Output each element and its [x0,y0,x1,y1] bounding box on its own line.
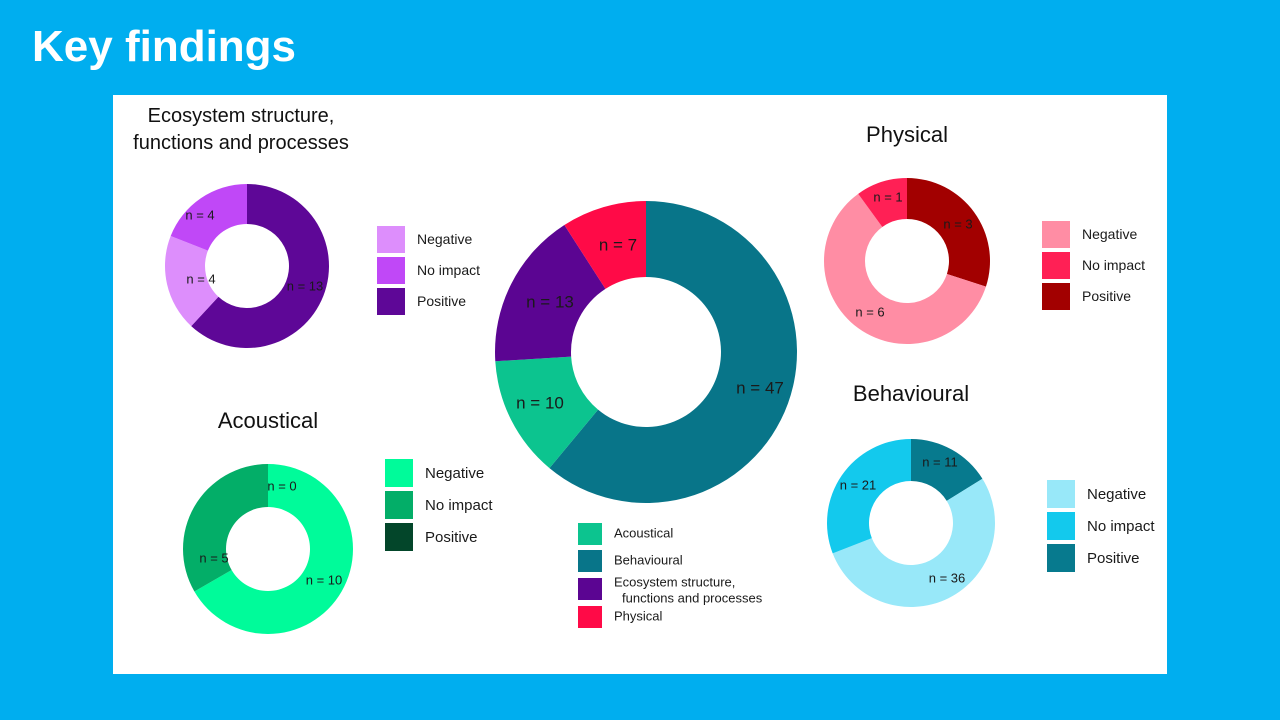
slice-label-behavioural-1: n = 21 [840,477,877,492]
legend-label-overall-1: Behavioural [614,552,683,567]
slice-behavioural-negative [832,478,996,608]
legend-swatch-behavioural-2 [1047,544,1075,572]
slice-label-overall-2: n = 13 [526,292,574,311]
legend-label-overall-3: functions and processes [622,590,763,605]
chart-title-behavioural: Behavioural [853,381,969,406]
slice-physical-no-impact [858,178,907,228]
legend-swatch-overall-0 [578,523,602,545]
legend-label-ecosystem-1: No impact [417,262,480,278]
legend-swatch-ecosystem-0 [377,226,405,253]
legend-swatch-acoustical-0 [385,459,413,487]
slice-overall-behavioural [549,201,797,503]
slice-label-acoustical-1: n = 5 [199,550,228,565]
donut-chart-ecosystem: Ecosystem structure, functions and proces… [133,105,480,348]
legend-swatch-acoustical-2 [385,523,413,551]
chart-title-ecosystem: functions and processes [133,132,349,154]
donut-charts-figure: n = 10 n = 47 n = 13 n = 7 Acoustical Behavio… [133,105,1155,634]
legend-swatch-ecosystem-1 [377,257,405,284]
legend-label-physical-2: Positive [1082,288,1131,304]
slice-label-acoustical-0: n = 10 [306,572,343,587]
legend-label-behavioural-1: No impact [1087,518,1155,535]
slice-label-acoustical-2: n = 0 [267,478,296,493]
slice-acoustical-no-impact [183,464,268,592]
legend-label-behavioural-0: Negative [1087,486,1146,503]
legend-acoustical: Negative No impact Positive [385,459,493,551]
legend-label-acoustical-1: No impact [425,497,493,514]
slice-ecosystem-positive [191,184,330,348]
donut-chart-acoustical: Acoustical n = 10 n = 5 n = 0 Negative No imp… [183,408,493,634]
legend-swatch-overall-3 [578,606,602,628]
chart-panel: n = 10 n = 47 n = 13 n = 7 Acoustical Behavio… [113,95,1167,674]
legend-label-physical-1: No impact [1082,257,1145,273]
slice-behavioural-positive [911,439,983,501]
legend-swatch-physical-0 [1042,221,1070,248]
slice-label-physical-1: n = 1 [873,189,902,204]
legend-swatch-acoustical-1 [385,491,413,519]
legend-label-overall-2: Ecosystem structure, [614,574,735,589]
slice-label-behavioural-0: n = 36 [929,570,966,585]
chart-title-ecosystem: Ecosystem structure, [148,105,335,127]
slice-label-ecosystem-2: n = 13 [287,278,324,293]
slice-ecosystem-no-impact [170,184,247,251]
donut-chart-behavioural: Behavioural n = 36 n = 21 n = 11 Negative No … [827,381,1155,608]
slice-acoustical-negative [194,464,353,634]
legend-label-overall-4: Physical [614,608,663,623]
legend-label-behavioural-2: Positive [1087,550,1140,567]
legend-swatch-behavioural-1 [1047,512,1075,540]
legend-label-acoustical-2: Positive [425,529,478,546]
legend-swatch-behavioural-0 [1047,480,1075,508]
slice-ecosystem-negative [164,236,219,327]
legend-swatch-physical-1 [1042,252,1070,279]
legend-swatch-overall-1 [578,550,602,572]
legend-label-ecosystem-2: Positive [417,293,466,309]
legend-swatch-physical-2 [1042,283,1070,310]
chart-title-acoustical: Acoustical [218,408,318,433]
donut-chart-overall: n = 10 n = 47 n = 13 n = 7 Acoustical Behavio… [495,201,797,628]
slice-overall-ecosystem-structure-functions-and-processes [495,224,606,362]
slice-label-ecosystem-1: n = 4 [186,271,215,286]
slice-label-overall-3: n = 7 [599,235,637,254]
legend-label-acoustical-0: Negative [425,465,484,482]
slice-label-ecosystem-0: n = 4 [185,207,214,222]
slice-label-physical-0: n = 6 [855,304,884,319]
legend-label-physical-0: Negative [1082,226,1137,242]
donut-chart-physical: Physical n = 6 n = 1 n = 3 Negative No impact… [823,122,1145,345]
slice-physical-positive [907,178,990,287]
legend-label-overall-0: Acoustical [614,525,673,540]
legend-ecosystem: Negative No impact Positive [377,226,480,315]
chart-title-physical: Physical [866,122,948,147]
legend-behavioural: Negative No impact Positive [1047,480,1155,572]
legend-label-ecosystem-0: Negative [417,231,472,247]
slice-behavioural-no-impact [827,438,912,554]
slice-label-physical-2: n = 3 [943,216,972,231]
slice-overall-acoustical [495,356,599,469]
slide-title: Key findings [32,22,297,71]
slice-label-overall-0: n = 10 [516,393,564,412]
slice-label-overall-1: n = 47 [736,378,784,397]
legend-swatch-ecosystem-2 [377,288,405,315]
legend-swatch-overall-2 [578,578,602,600]
legend-physical: Negative No impact Positive [1042,221,1145,310]
slice-label-behavioural-2: n = 11 [922,454,958,469]
slice-physical-negative [823,193,986,345]
legend-overall: Acoustical Behavioural Ecosystem structure… [578,523,763,628]
slice-overall-physical [564,201,646,289]
